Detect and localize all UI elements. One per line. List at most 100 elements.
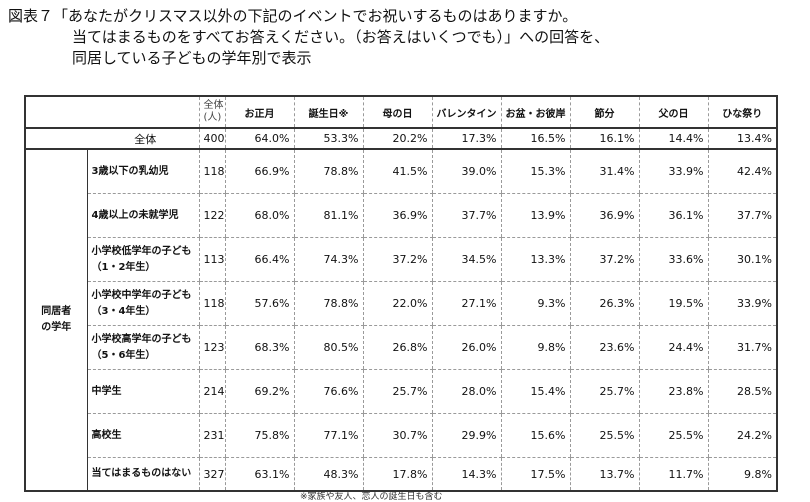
figure-title: 図表７「あなたがクリスマス以外の下記のイベントでお祝いするものはありますか。 当… — [8, 6, 609, 69]
row-value: 63.1% — [224, 457, 294, 492]
row-n: 3279 — [198, 457, 225, 492]
row-value: 27.1% — [431, 281, 501, 326]
table-row: 小学校高学年の子ども（5・6年生） 123 68.3% 80.5% 26.8% 26.0%… — [25, 325, 778, 370]
table-row: 同居者 の学年 3歳以下の乳幼児 118 66.9% 78.8% 41.5% 39.0% 15.… — [24, 149, 778, 492]
header-event: 誕生日※ — [293, 95, 363, 129]
row-value: 9.8% — [707, 457, 778, 492]
row-n: 122 — [198, 193, 225, 238]
row-label: 高校生 — [87, 413, 199, 458]
row-value: 48.3% — [293, 457, 363, 492]
row-value: 30.7% — [362, 413, 432, 458]
row-label: 小学校中学年の子ども（3・4年生） — [87, 281, 199, 326]
row-value: 23.8% — [638, 369, 708, 414]
row-value: 36.9% — [569, 193, 639, 238]
header-event: バレンタイン — [431, 95, 501, 129]
row-value: 69.2% — [224, 369, 294, 414]
row-value: 30.1% — [707, 237, 778, 282]
row-value: 26.3% — [569, 281, 639, 326]
row-label: 小学校低学年の子ども（1・2年生） — [87, 237, 199, 282]
row-value: 81.1% — [293, 193, 363, 238]
row-value: 25.7% — [362, 369, 432, 414]
row-value: 75.8% — [224, 413, 294, 458]
row-value: 37.2% — [569, 237, 639, 282]
row-n: 113 — [198, 237, 225, 282]
row-label: 3歳以下の乳幼児 — [87, 149, 199, 194]
row-value: 17.5% — [500, 457, 570, 492]
total-label: 全体 — [24, 128, 199, 150]
header-event: お盆・お彼岸 — [500, 95, 570, 129]
row-value: 74.3% — [293, 237, 363, 282]
row-value: 42.4% — [707, 149, 778, 194]
header-event: お正月 — [224, 95, 294, 129]
row-value: 68.0% — [224, 193, 294, 238]
row-value: 39.0% — [431, 149, 501, 194]
title-line-1: 図表７「あなたがクリスマス以外の下記のイベントでお祝いするものはありますか。 — [8, 7, 578, 25]
row-value: 25.7% — [569, 369, 639, 414]
row-value: 34.5% — [431, 237, 501, 282]
row-value: 26.8% — [362, 325, 432, 370]
row-value: 33.6% — [638, 237, 708, 282]
total-value: 16.1% — [569, 128, 639, 150]
header-event: ひな祭り — [707, 95, 778, 129]
row-value: 11.7% — [638, 457, 708, 492]
row-value: 22.0% — [362, 281, 432, 326]
row-value: 80.5% — [293, 325, 363, 370]
row-value: 9.3% — [500, 281, 570, 326]
table-row: 小学校低学年の子ども（1・2年生） 113 66.4% 74.3% 37.2% 34.5%… — [25, 237, 778, 282]
row-value: 66.9% — [224, 149, 294, 194]
header-n-line1: 全体 — [203, 100, 224, 111]
row-value: 13.9% — [500, 193, 570, 238]
row-value: 26.0% — [431, 325, 501, 370]
row-value: 33.9% — [707, 281, 778, 326]
row-label: 中学生 — [87, 369, 199, 414]
total-value: 14.4% — [638, 128, 708, 150]
row-value: 41.5% — [362, 149, 432, 194]
header-corner — [24, 95, 199, 129]
row-n: 231 — [198, 413, 225, 458]
row-label: 4歳以上の未就学児 — [87, 193, 199, 238]
row-value: 37.7% — [431, 193, 501, 238]
row-n: 118 — [198, 149, 225, 194]
row-value: 15.6% — [500, 413, 570, 458]
row-value: 19.5% — [638, 281, 708, 326]
total-value: 16.5% — [500, 128, 570, 150]
group-label-line2: の学年 — [41, 322, 72, 333]
row-value: 36.1% — [638, 193, 708, 238]
table-row: 小学校中学年の子ども（3・4年生） 118 57.6% 78.8% 22.0% 27.1%… — [25, 281, 778, 326]
row-value: 68.3% — [224, 325, 294, 370]
row-value: 9.8% — [500, 325, 570, 370]
group-rows: 同居者 の学年 3歳以下の乳幼児 118 66.9% 78.8% 41.5% 39.0% 15.… — [24, 149, 778, 492]
row-value: 33.9% — [638, 149, 708, 194]
header-n-line2: (人) — [203, 112, 222, 123]
title-line-3: 同居している子どもの学年別で表示 — [72, 49, 312, 67]
row-value: 29.9% — [431, 413, 501, 458]
row-value: 57.6% — [224, 281, 294, 326]
row-value: 13.7% — [569, 457, 639, 492]
row-value: 24.4% — [638, 325, 708, 370]
row-label: 当てはまるものはない — [87, 457, 199, 492]
row-n: 123 — [198, 325, 225, 370]
row-value: 17.8% — [362, 457, 432, 492]
row-n: 118 — [198, 281, 225, 326]
group-label: 同居者 の学年 — [24, 149, 88, 492]
row-value: 37.7% — [707, 193, 778, 238]
row-label: 小学校高学年の子ども（5・6年生） — [87, 325, 199, 370]
row-value: 37.2% — [362, 237, 432, 282]
table-row: 4歳以上の未就学児 122 68.0% 81.1% 36.9% 37.7% 13.9% 36.… — [25, 193, 778, 238]
total-value: 64.0% — [224, 128, 294, 150]
row-n: 214 — [198, 369, 225, 414]
row-value: 78.8% — [293, 281, 363, 326]
table-row: 高校生 231 75.8% 77.1% 30.7% 29.9% 15.6% 25.5% 25.5… — [25, 413, 778, 458]
row-value: 23.6% — [569, 325, 639, 370]
table-row: 当てはまるものはない327963.1%48.3%17.8%14.3%17.5%1… — [25, 457, 778, 492]
row-value: 14.3% — [431, 457, 501, 492]
total-value: 13.4% — [707, 128, 778, 150]
total-value: 53.3% — [293, 128, 363, 150]
footnote: ※家族や友人、恋人の誕生日も含む — [300, 492, 443, 502]
row-value: 15.3% — [500, 149, 570, 194]
header-n: 全体 (人) — [198, 95, 225, 129]
group-label-line1: 同居者 — [41, 306, 72, 317]
row-value: 31.7% — [707, 325, 778, 370]
total-value: 17.3% — [431, 128, 501, 150]
row-value: 25.5% — [638, 413, 708, 458]
